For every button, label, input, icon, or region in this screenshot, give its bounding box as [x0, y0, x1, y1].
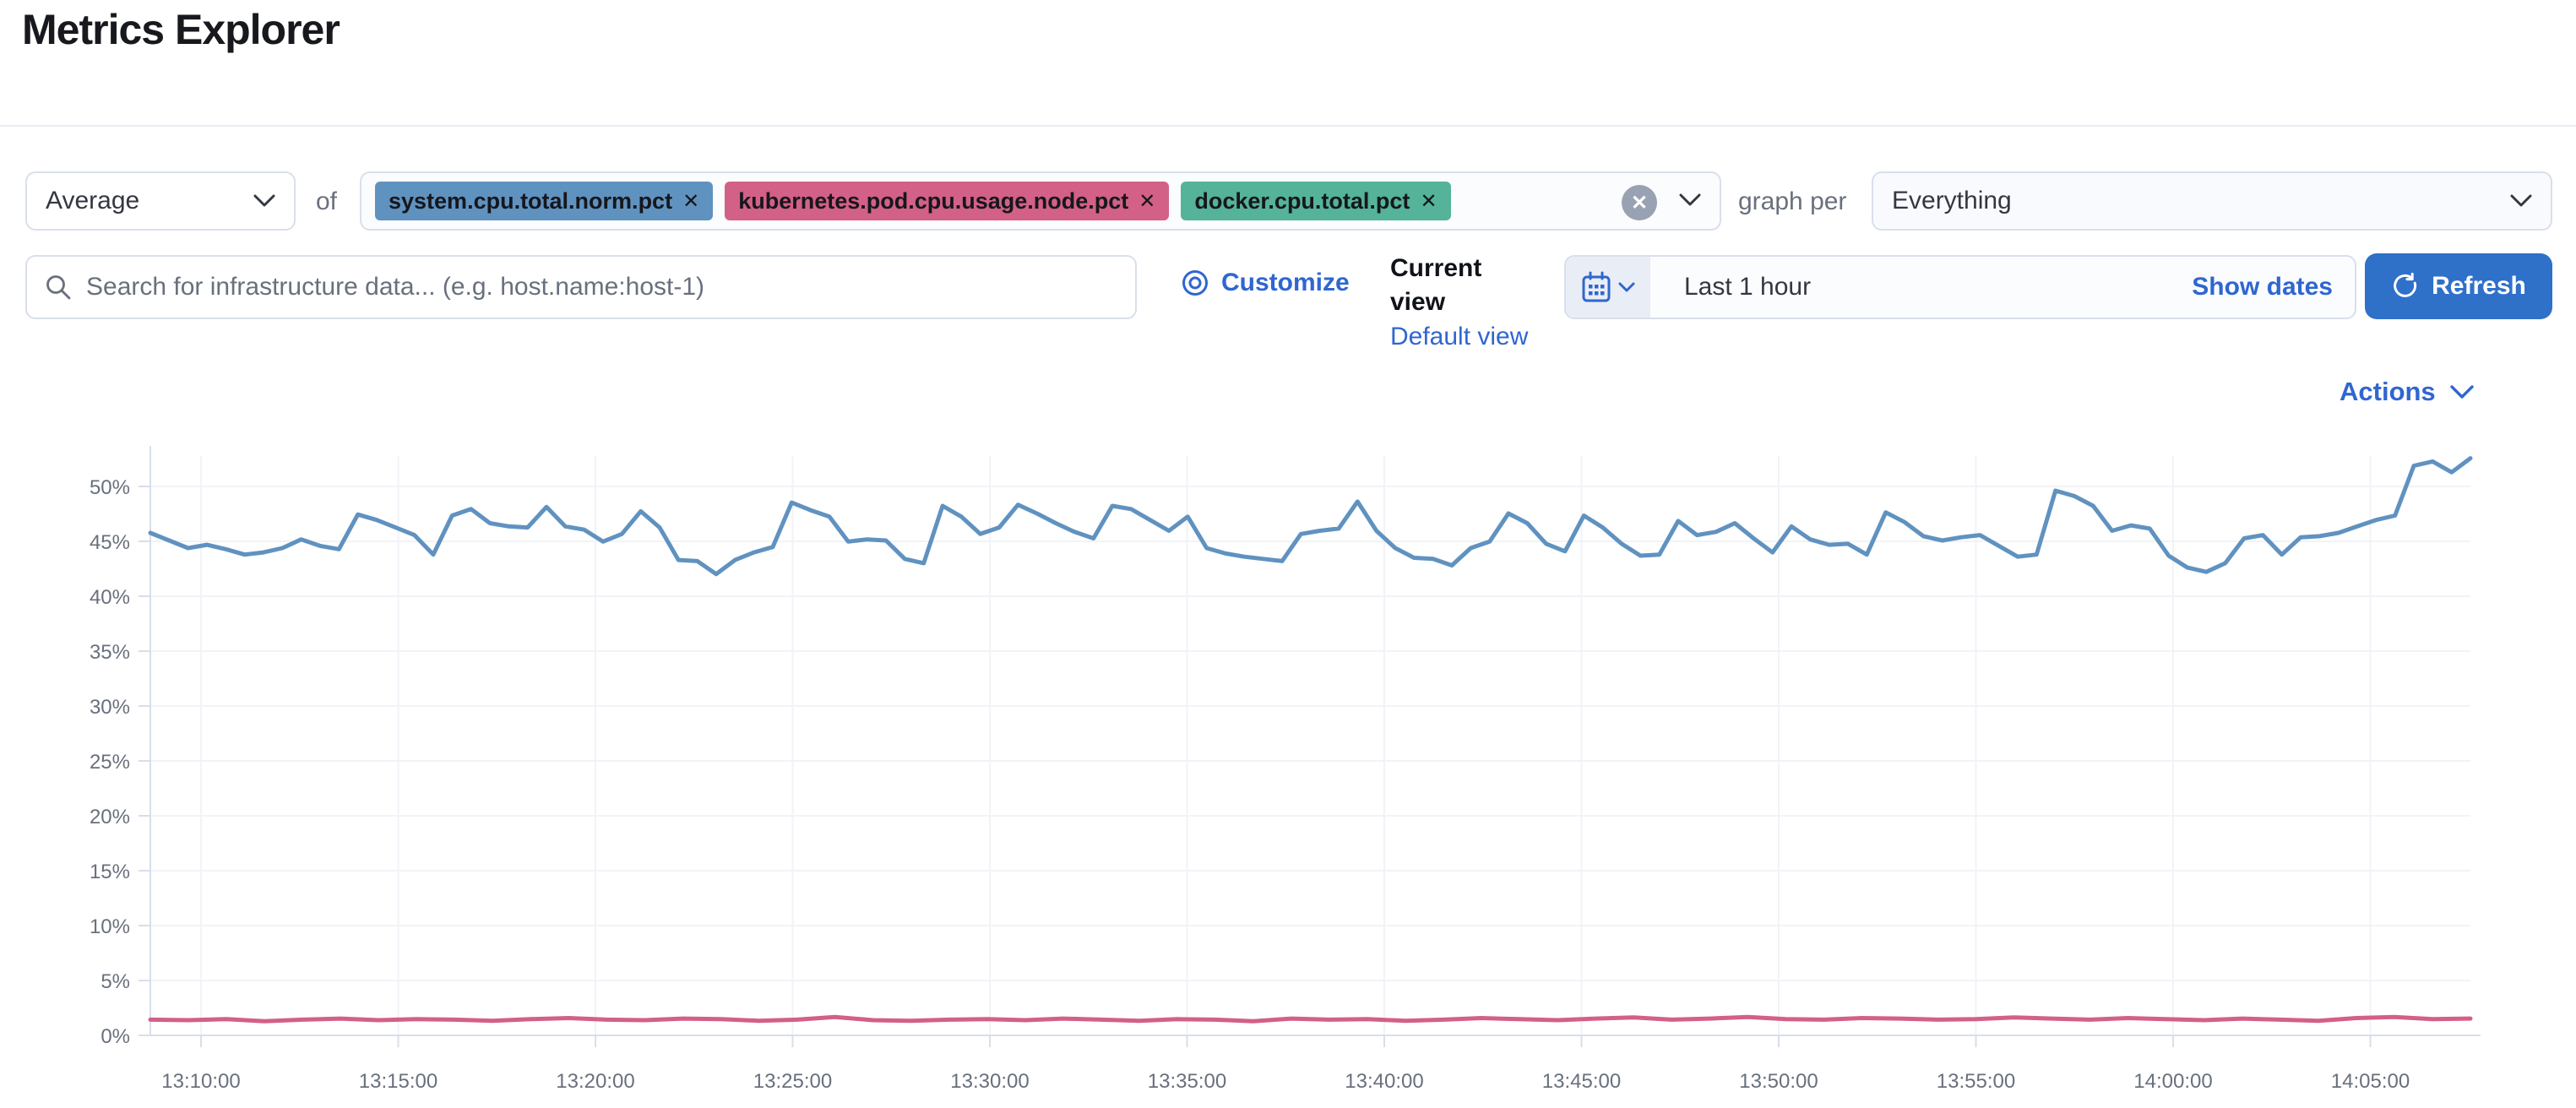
y-axis-label: 40%	[90, 586, 130, 609]
chart-line-series-0	[148, 456, 2473, 577]
x-axis-label: 13:50:00	[1739, 1070, 1818, 1093]
clear-metrics-button[interactable]: ✕	[1622, 185, 1657, 220]
metric-tag-label: kubernetes.pod.cpu.usage.node.pct	[738, 187, 1129, 214]
actions-menu-button[interactable]: Actions	[2340, 377, 2475, 407]
of-label: of	[316, 187, 338, 215]
time-range-value[interactable]: Last 1 hour	[1684, 273, 1812, 301]
y-axis-label: 10%	[90, 915, 130, 938]
view-switcher: Current view Default view	[1390, 252, 1542, 355]
y-axis-label: 15%	[90, 861, 130, 883]
remove-metric-icon[interactable]: ✕	[1420, 189, 1437, 213]
header-divider	[0, 125, 2576, 127]
customize-icon	[1182, 270, 1208, 296]
metrics-chart[interactable]: 0% 5% 10% 15% 20% 25% 30% 35% 40% 45% 50% 13:10:00 1…	[0, 439, 2576, 1108]
x-axis-label: 13:40:00	[1345, 1070, 1423, 1093]
y-axis-label: 0%	[101, 1025, 130, 1048]
aggregation-select[interactable]: Average	[25, 171, 296, 231]
metric-tag-system-cpu[interactable]: system.cpu.total.norm.pct ✕	[375, 182, 714, 220]
metric-tag-label: system.cpu.total.norm.pct	[389, 187, 673, 214]
chevron-down-icon	[2510, 194, 2532, 207]
metrics-combobox[interactable]: system.cpu.total.norm.pct ✕ kubernetes.p…	[360, 171, 1721, 231]
time-range-picker: Last 1 hour Show dates	[1564, 255, 2356, 319]
combobox-chevron-down-icon[interactable]	[1679, 193, 1701, 207]
y-axis-label: 25%	[90, 751, 130, 774]
group-by-value: Everything	[1892, 187, 2012, 215]
search-input[interactable]	[86, 273, 1118, 301]
graph-per-label: graph per	[1738, 187, 1847, 215]
current-view-label: Current view	[1390, 254, 1482, 316]
x-axis-label: 13:55:00	[1937, 1070, 2015, 1093]
x-axis-label: 13:10:00	[161, 1070, 240, 1093]
refresh-icon	[2394, 272, 2417, 297]
chevron-down-icon	[253, 194, 275, 207]
x-axis-label: 13:20:00	[556, 1070, 634, 1093]
metric-tag-label: docker.cpu.total.pct	[1194, 187, 1410, 214]
chart-line-series-1	[148, 1014, 2473, 1024]
x-axis-label: 13:25:00	[753, 1070, 832, 1093]
remove-metric-icon[interactable]: ✕	[682, 189, 700, 213]
default-view-link[interactable]: Default view	[1390, 323, 1529, 350]
y-axis-label: 5%	[101, 970, 130, 993]
aggregation-value: Average	[46, 187, 140, 215]
x-axis-label: 13:15:00	[359, 1070, 437, 1093]
x-axis-label: 13:35:00	[1148, 1070, 1226, 1093]
x-axis-label: 14:00:00	[2133, 1070, 2212, 1093]
y-axis-label: 30%	[90, 696, 130, 719]
customize-label: Customize	[1221, 269, 1350, 296]
group-by-select[interactable]: Everything	[1872, 171, 2552, 231]
search-icon	[46, 275, 71, 300]
metric-tag-kubernetes-pod-cpu[interactable]: kubernetes.pod.cpu.usage.node.pct ✕	[725, 182, 1170, 220]
x-axis-label: 14:05:00	[2331, 1070, 2410, 1093]
actions-label: Actions	[2340, 377, 2436, 406]
x-axis-label: 13:45:00	[1542, 1070, 1621, 1093]
chevron-down-icon	[2449, 385, 2474, 399]
y-axis-label: 50%	[90, 476, 130, 499]
x-axis-label: 13:30:00	[950, 1070, 1029, 1093]
calendar-icon	[1582, 271, 1611, 302]
page-title: Metrics Explorer	[22, 6, 340, 53]
refresh-label: Refresh	[2432, 272, 2526, 300]
customize-button[interactable]: Customize	[1181, 269, 1350, 297]
search-bar	[25, 255, 1137, 319]
quick-select-button[interactable]	[1566, 257, 1650, 318]
show-dates-link[interactable]: Show dates	[2192, 273, 2333, 301]
clear-icon: ✕	[1630, 191, 1649, 215]
metric-tag-docker-cpu[interactable]: docker.cpu.total.pct ✕	[1181, 182, 1451, 220]
y-axis-label: 35%	[90, 641, 130, 664]
refresh-button[interactable]: Refresh	[2365, 253, 2552, 319]
y-axis-label: 45%	[90, 531, 130, 554]
remove-metric-icon[interactable]: ✕	[1139, 189, 1156, 213]
chevron-down-icon	[1618, 282, 1635, 291]
y-axis-label: 20%	[90, 806, 130, 828]
